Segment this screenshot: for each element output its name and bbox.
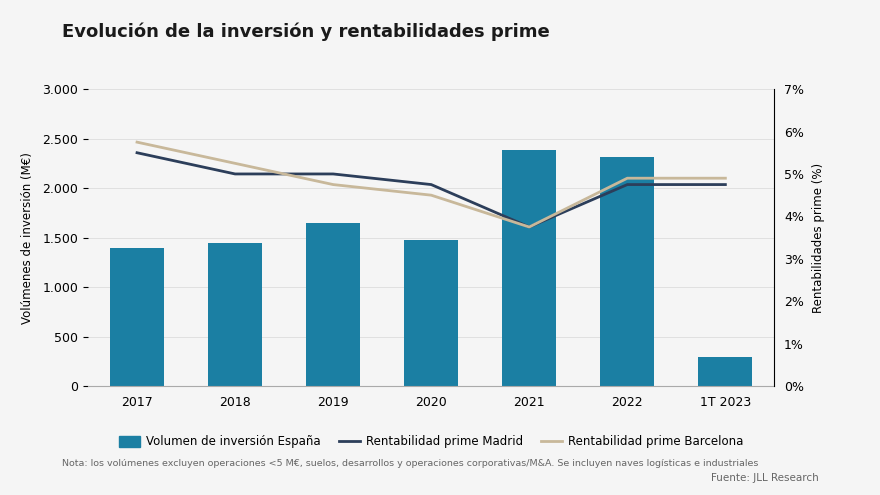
Bar	[600, 157, 654, 386]
Rentabilidad prime Madrid	[426, 182, 436, 188]
Text: Evolución de la inversión y rentabilidades prime: Evolución de la inversión y rentabilidad…	[62, 22, 549, 41]
Rentabilidad prime Madrid	[132, 150, 143, 156]
Rentabilidad prime Madrid	[328, 171, 339, 177]
Rentabilidad prime Barcelona	[230, 160, 240, 166]
Bar	[502, 150, 556, 386]
Text: Fuente: JLL Research: Fuente: JLL Research	[711, 473, 818, 483]
Rentabilidad prime Madrid	[622, 182, 633, 188]
Bar	[306, 223, 360, 386]
Line: Rentabilidad prime Madrid: Rentabilidad prime Madrid	[137, 153, 725, 227]
Bar	[404, 240, 458, 386]
Y-axis label: Rentabilidades prime (%): Rentabilidades prime (%)	[812, 162, 825, 313]
Rentabilidad prime Barcelona	[720, 175, 730, 181]
Rentabilidad prime Madrid	[230, 171, 240, 177]
Line: Rentabilidad prime Barcelona: Rentabilidad prime Barcelona	[137, 142, 725, 227]
Rentabilidad prime Barcelona	[328, 182, 339, 188]
Rentabilidad prime Madrid	[720, 182, 730, 188]
Bar	[208, 243, 262, 386]
Rentabilidad prime Madrid	[524, 224, 534, 230]
Text: Nota: los volúmenes excluyen operaciones <5 M€, suelos, desarrollos y operacione: Nota: los volúmenes excluyen operaciones…	[62, 459, 758, 468]
Rentabilidad prime Barcelona	[622, 175, 633, 181]
Rentabilidad prime Barcelona	[426, 192, 436, 198]
Rentabilidad prime Barcelona	[524, 224, 534, 230]
Bar	[699, 357, 752, 386]
Bar	[110, 248, 164, 386]
Rentabilidad prime Barcelona	[132, 139, 143, 145]
Legend: Volumen de inversión España, Rentabilidad prime Madrid, Rentabilidad prime Barce: Volumen de inversión España, Rentabilida…	[114, 431, 748, 453]
Y-axis label: Volúmenes de inversión (M€): Volúmenes de inversión (M€)	[21, 151, 34, 324]
